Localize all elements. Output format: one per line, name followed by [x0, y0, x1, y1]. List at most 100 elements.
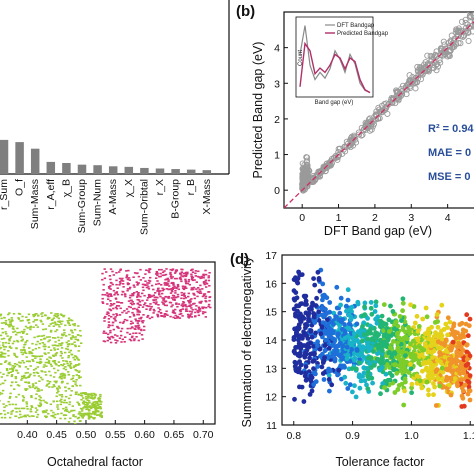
panel-c-point-green: [30, 415, 34, 417]
panel-d-point: [394, 370, 400, 376]
panel-c-point-magenta: [133, 338, 136, 340]
panel-d-point: [379, 313, 385, 319]
panel-c-point-green: [73, 328, 77, 331]
panel-d-point: [300, 333, 306, 339]
panel-c-point-magenta: [108, 308, 111, 310]
panel-c-point-green: [57, 320, 60, 323]
panel-c-point-magenta: [136, 283, 140, 285]
panel-c-point-green: [7, 342, 10, 345]
panel-d-point: [431, 392, 436, 398]
panel-c-point-green: [33, 319, 37, 321]
panel-d-point: [320, 371, 326, 376]
panel-c-point-magenta: [152, 312, 155, 314]
inset-legend-pred: Predicted Bandgap: [337, 31, 389, 37]
panel-d-point: [455, 350, 460, 356]
panel-d-point: [393, 362, 398, 367]
panel-c-point-green: [44, 374, 48, 376]
panel-c-point-green: [75, 374, 78, 376]
panel-c-point-green: [10, 347, 13, 349]
panel-b-xtick-label: 1: [336, 212, 342, 224]
panel-c-point-green: [1, 389, 5, 392]
panel-d-point: [464, 356, 470, 362]
panel-c-point-magenta: [190, 313, 193, 315]
panel-d-point: [420, 316, 426, 322]
panel-c-point-magenta: [202, 276, 205, 279]
panel-c-xtick-label: 0.70: [193, 429, 214, 441]
panel-c-point-green: [70, 409, 74, 412]
panel-d-point: [329, 330, 334, 335]
panel-c-point-magenta: [148, 282, 151, 284]
panel-c-point-green: [37, 375, 41, 377]
panel-d-point: [311, 344, 316, 349]
panel-c-point-magenta: [143, 283, 146, 286]
panel-c-point-green: [18, 365, 21, 367]
panel-c-point-magenta: [140, 329, 143, 332]
panel-c-point-magenta: [172, 283, 175, 285]
panel-a-category-label: χ_X: [123, 179, 135, 197]
panel-d-point: [461, 370, 467, 376]
panel-c-point-green: [60, 364, 63, 366]
panel-d-point: [327, 388, 332, 394]
panel-c-point-magenta: [168, 285, 171, 287]
panel-d-point: [389, 373, 395, 379]
panel-c-point-magenta: [175, 277, 178, 280]
panel-c-point-magenta: [164, 300, 167, 302]
panel-c-point-green: [28, 360, 31, 362]
panel-c-point-magenta: [198, 301, 202, 303]
panel-c-point-green: [44, 353, 47, 355]
panel-c-point-magenta: [182, 275, 185, 278]
panel-c-point-green: [63, 331, 66, 334]
panel-c-point-magenta: [197, 311, 200, 314]
panel-c-point-green: [61, 357, 64, 359]
panel-c-point-green: [20, 349, 23, 351]
panel-c-point-green: [0, 356, 3, 358]
panel-d-point: [391, 339, 396, 344]
panel-c-point-green: [67, 364, 70, 367]
panel-c-point-magenta: [159, 308, 162, 311]
panel-d-point: [371, 337, 377, 343]
panel-c-point-green: [3, 348, 6, 351]
panel-b-point: [440, 38, 447, 45]
panel-c-point-magenta: [175, 287, 178, 290]
panel-c-point-green: [61, 364, 65, 367]
panel-c-point-magenta: [161, 301, 164, 303]
panel-c-point-magenta: [128, 296, 132, 299]
panel-c-point-green: [98, 414, 101, 416]
panel-c-point-green: [55, 380, 58, 383]
panel-c-point-green: [78, 404, 81, 406]
panel-d-point: [402, 376, 408, 382]
panel-c-point-green: [62, 315, 65, 318]
panel-d-point: [314, 295, 319, 301]
panel-c-point-magenta: [197, 270, 200, 273]
panel-d-point: [434, 358, 440, 364]
panel-c-point-green: [21, 315, 24, 318]
panel-c-point-magenta: [115, 307, 119, 310]
panel-b-point: [424, 52, 431, 59]
panel-c-point-green: [23, 376, 26, 379]
panel-d-point: [392, 390, 398, 395]
panel-d-point: [373, 330, 378, 336]
panel-b-frame: [283, 11, 474, 209]
panel-d-xtick-label: 1.0: [404, 430, 419, 442]
panel-c-point-green: [67, 356, 70, 359]
panel-a-category-labels: r_Sum O_f Sum-Mass r_A,eff χ_B Sum-Group Sum-N…: [0, 179, 213, 235]
panel-b-point: [379, 107, 386, 114]
panel-d-point: [445, 332, 450, 338]
panel-c-point-magenta: [197, 306, 201, 309]
panel-c-point-green: [76, 401, 79, 404]
panel-c-point-magenta: [166, 283, 170, 285]
panel-c-point-green: [66, 348, 70, 351]
panel-c-point-magenta: [187, 295, 190, 298]
panel-c-point-green: [56, 413, 60, 415]
panel-c-point-magenta: [145, 269, 148, 271]
panel-c-point-green: [69, 417, 72, 420]
panel-c-point-magenta: [176, 316, 180, 318]
panel-c-point-green: [67, 340, 70, 342]
panel-b-ytick-label: 2: [274, 114, 280, 126]
panel-d-point: [294, 279, 300, 285]
panel-c-point-magenta: [174, 317, 177, 319]
panel-c-point-magenta: [197, 287, 200, 289]
panel-c-point-green: [10, 374, 14, 376]
panel-c-point-magenta: [207, 275, 210, 277]
panel-d-point: [415, 328, 421, 334]
